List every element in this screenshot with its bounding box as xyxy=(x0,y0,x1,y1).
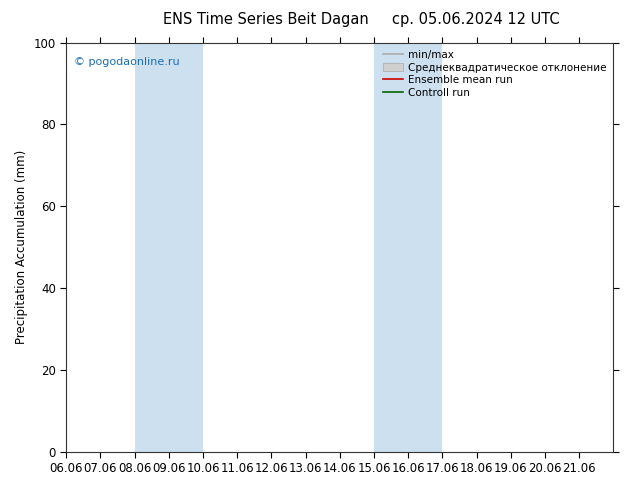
Bar xyxy=(134,43,203,452)
Text: ENS Time Series Beit Dagan: ENS Time Series Beit Dagan xyxy=(164,12,369,27)
Bar xyxy=(374,43,443,452)
Y-axis label: Precipitation Accumulation (mm): Precipitation Accumulation (mm) xyxy=(15,150,28,344)
Legend: min/max, Среднеквадратическое отклонение, Ensemble mean run, Controll run: min/max, Среднеквадратическое отклонение… xyxy=(380,48,608,100)
Text: ср. 05.06.2024 12 UTC: ср. 05.06.2024 12 UTC xyxy=(392,12,559,27)
Text: © pogodaonline.ru: © pogodaonline.ru xyxy=(74,57,180,67)
